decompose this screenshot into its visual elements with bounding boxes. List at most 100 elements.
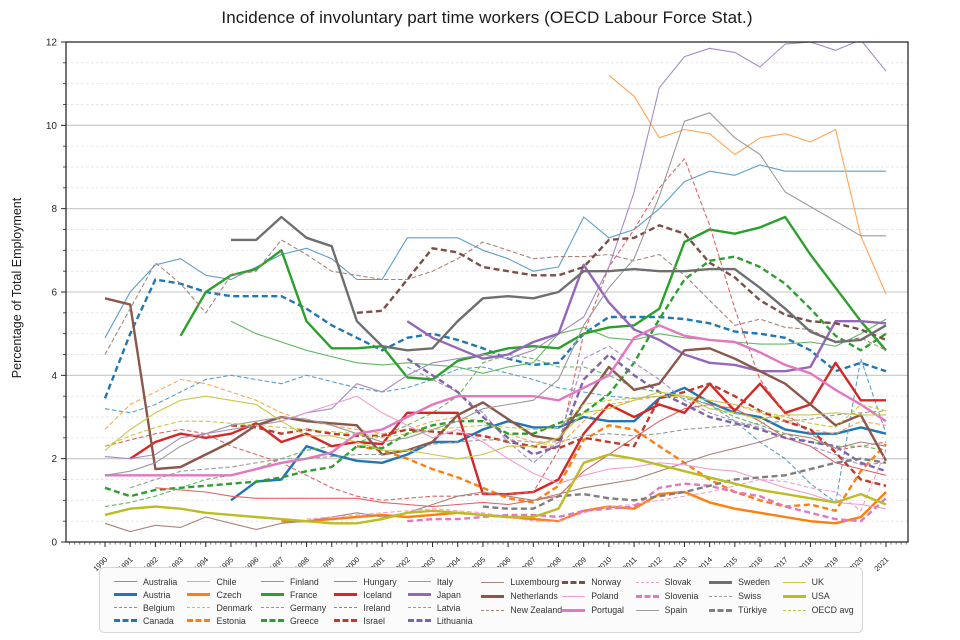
y-tick-label: 0	[51, 538, 57, 549]
legend-label: Slovenia	[664, 591, 699, 601]
legend-line-swatch	[635, 581, 659, 583]
legend-line-swatch	[562, 580, 586, 584]
series-line-norway	[356, 224, 887, 342]
legend-label: Belgium	[143, 602, 175, 613]
legend-item-poland: Poland	[562, 589, 635, 603]
legend-line-swatch	[481, 609, 505, 611]
legend-label: Czech	[216, 589, 242, 600]
series-line-luxembourg	[104, 433, 887, 533]
legend-label: Iceland	[363, 589, 392, 600]
legend-item-netherlands: Netherlands	[481, 589, 562, 603]
legend-item-france: France	[260, 588, 334, 601]
legend-label: Netherlands	[510, 591, 558, 601]
chart-legend: Australia Austria Belgium Canada Chile Czech D…	[99, 567, 863, 633]
legend-line-swatch	[481, 594, 505, 598]
legend-line-swatch	[782, 594, 806, 598]
series-line-estonia	[356, 424, 887, 512]
legend-item-canada: Canada	[114, 614, 187, 627]
legend-line-swatch	[187, 619, 211, 622]
legend-label: Japan	[436, 589, 461, 600]
legend-label: Türkiye	[738, 605, 767, 615]
legend-item-slovak: Slovak	[635, 575, 709, 589]
legend-item-denmark: Denmark	[187, 601, 260, 614]
legend-item-italy: Italy	[407, 575, 481, 588]
series-line-czech	[281, 490, 887, 525]
y-tick-label: 12	[46, 38, 58, 49]
legend-item-estonia: Estonia	[187, 614, 260, 627]
legend-item-chile: Chile	[187, 575, 260, 588]
series-line-canada	[103, 278, 887, 399]
legend-line-swatch	[562, 608, 586, 612]
y-tick-label: 6	[51, 288, 57, 299]
legend-line-swatch	[635, 594, 659, 598]
legend-label: Estonia	[216, 615, 246, 626]
legend-line-swatch	[260, 593, 284, 596]
series-line-france	[179, 215, 887, 381]
legend-column: Hungary Iceland Ireland Israel	[334, 575, 407, 627]
series-line-new-zealand	[104, 239, 887, 355]
series-line-poland	[281, 395, 887, 510]
legend-label: Denmark	[216, 602, 253, 613]
legend-line-swatch	[709, 580, 733, 584]
y-tick-label: 2	[51, 454, 57, 465]
series-line-latvia	[407, 345, 887, 466]
legend-label: Israel	[363, 615, 385, 626]
legend-line-swatch	[782, 581, 806, 583]
legend-label: Lithuania	[436, 615, 473, 626]
legend-item-austria: Austria	[114, 588, 187, 601]
legend-label: Sweden	[738, 577, 770, 587]
legend-line-swatch	[782, 609, 806, 611]
legend-line-swatch	[407, 619, 431, 622]
legend-item-lithuania: Lithuania	[407, 614, 481, 627]
series-line-denmark	[104, 378, 887, 447]
legend-label: Germany	[289, 602, 327, 613]
legend-label: UK	[811, 577, 824, 587]
legend-item-ireland: Ireland	[334, 601, 407, 614]
legend-line-swatch	[334, 619, 358, 622]
legend-column: Italy Japan Latvia Lithuania	[407, 575, 481, 627]
series-line-netherlands	[104, 297, 888, 471]
legend-label: Poland	[591, 591, 619, 601]
series-line-australia	[104, 164, 886, 339]
legend-label: Portugal	[591, 605, 624, 615]
legend-line-swatch	[635, 609, 659, 611]
legend-line-swatch	[187, 581, 211, 582]
x-tick-label: 2021	[872, 555, 890, 573]
legend-item-spain: Spain	[635, 603, 709, 617]
legend-item-israel: Israel	[334, 614, 407, 627]
legend-item-iceland: Iceland	[334, 588, 407, 601]
legend-label: Swiss	[738, 591, 762, 601]
legend-label: Greece	[289, 615, 319, 626]
legend-column: Australia Austria Belgium Canada	[114, 575, 187, 627]
series-line-sweden	[231, 215, 887, 352]
legend-label: Italy	[436, 576, 454, 587]
legend-label: Luxembourg	[510, 577, 560, 587]
legend-item-swiss: Swiss	[709, 589, 782, 603]
legend-line-swatch	[114, 607, 137, 608]
series-line-spain	[104, 112, 886, 476]
legend-line-swatch	[187, 607, 211, 608]
legend-label: OECD avg	[811, 605, 854, 615]
legend-label: Finland	[289, 576, 319, 587]
legend-item-oecd-avg: OECD avg	[782, 603, 856, 617]
series-line-israel	[230, 382, 887, 487]
series-line-austria	[230, 386, 887, 502]
legend-label: Ireland	[363, 602, 391, 613]
y-tick-label: 8	[51, 204, 57, 215]
legend-item-hungary: Hungary	[334, 575, 407, 588]
legend-item-finland: Finland	[260, 575, 334, 588]
legend-line-swatch	[709, 608, 733, 612]
legend-column: Slovak Slovenia Spain	[635, 575, 709, 627]
legend-label: Australia	[143, 576, 178, 587]
legend-item-portugal: Portugal	[562, 603, 635, 617]
legend-line-swatch	[709, 595, 733, 597]
legend-column: Chile Czech Denmark Estonia	[187, 575, 260, 627]
legend-item-new-zealand: New Zealand	[481, 603, 562, 617]
series-line-türkiye	[482, 457, 887, 510]
series-line-slovenia	[407, 482, 887, 523]
series-line-portugal	[105, 324, 887, 477]
legend-item-uk: UK	[782, 575, 856, 589]
legend-line-swatch	[334, 581, 358, 582]
legend-label: Canada	[143, 615, 174, 626]
legend-line-swatch	[334, 607, 358, 608]
